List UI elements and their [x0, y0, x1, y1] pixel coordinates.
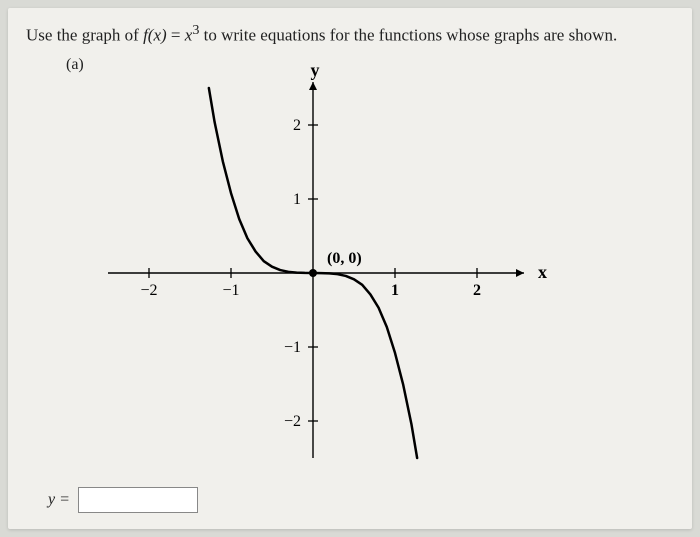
- worksheet-page: Use the graph of f(x) = x 3 to write equa…: [8, 8, 692, 529]
- svg-text:y: y: [311, 60, 320, 80]
- svg-text:2: 2: [473, 282, 481, 299]
- equals-sign: =: [167, 26, 185, 45]
- svg-text:1: 1: [293, 191, 301, 208]
- answer-input[interactable]: [78, 487, 198, 513]
- svg-text:−1: −1: [284, 339, 301, 356]
- svg-text:2: 2: [293, 117, 301, 134]
- function-rhs-exp: 3: [192, 22, 199, 38]
- answer-row: y =: [48, 487, 198, 513]
- svg-text:(0, 0): (0, 0): [327, 250, 362, 267]
- svg-text:1: 1: [391, 282, 399, 299]
- question-text: Use the graph of f(x) = x3 to write equa…: [26, 22, 674, 46]
- question-suffix: to write equations for the functions who…: [204, 26, 618, 45]
- graph-container: −2 −1 1 2 −2 −1 1 2 x y (0, 0): [88, 58, 558, 478]
- svg-text:−1: −1: [222, 282, 239, 299]
- graph-svg: −2 −1 1 2 −2 −1 1 2 x y (0, 0): [88, 58, 558, 478]
- svg-text:x: x: [538, 262, 547, 282]
- svg-text:−2: −2: [140, 282, 157, 299]
- function-lhs: f(x): [143, 26, 167, 45]
- answer-label: y =: [48, 491, 70, 509]
- question-prefix: Use the graph of: [26, 26, 143, 45]
- svg-text:−2: −2: [284, 413, 301, 430]
